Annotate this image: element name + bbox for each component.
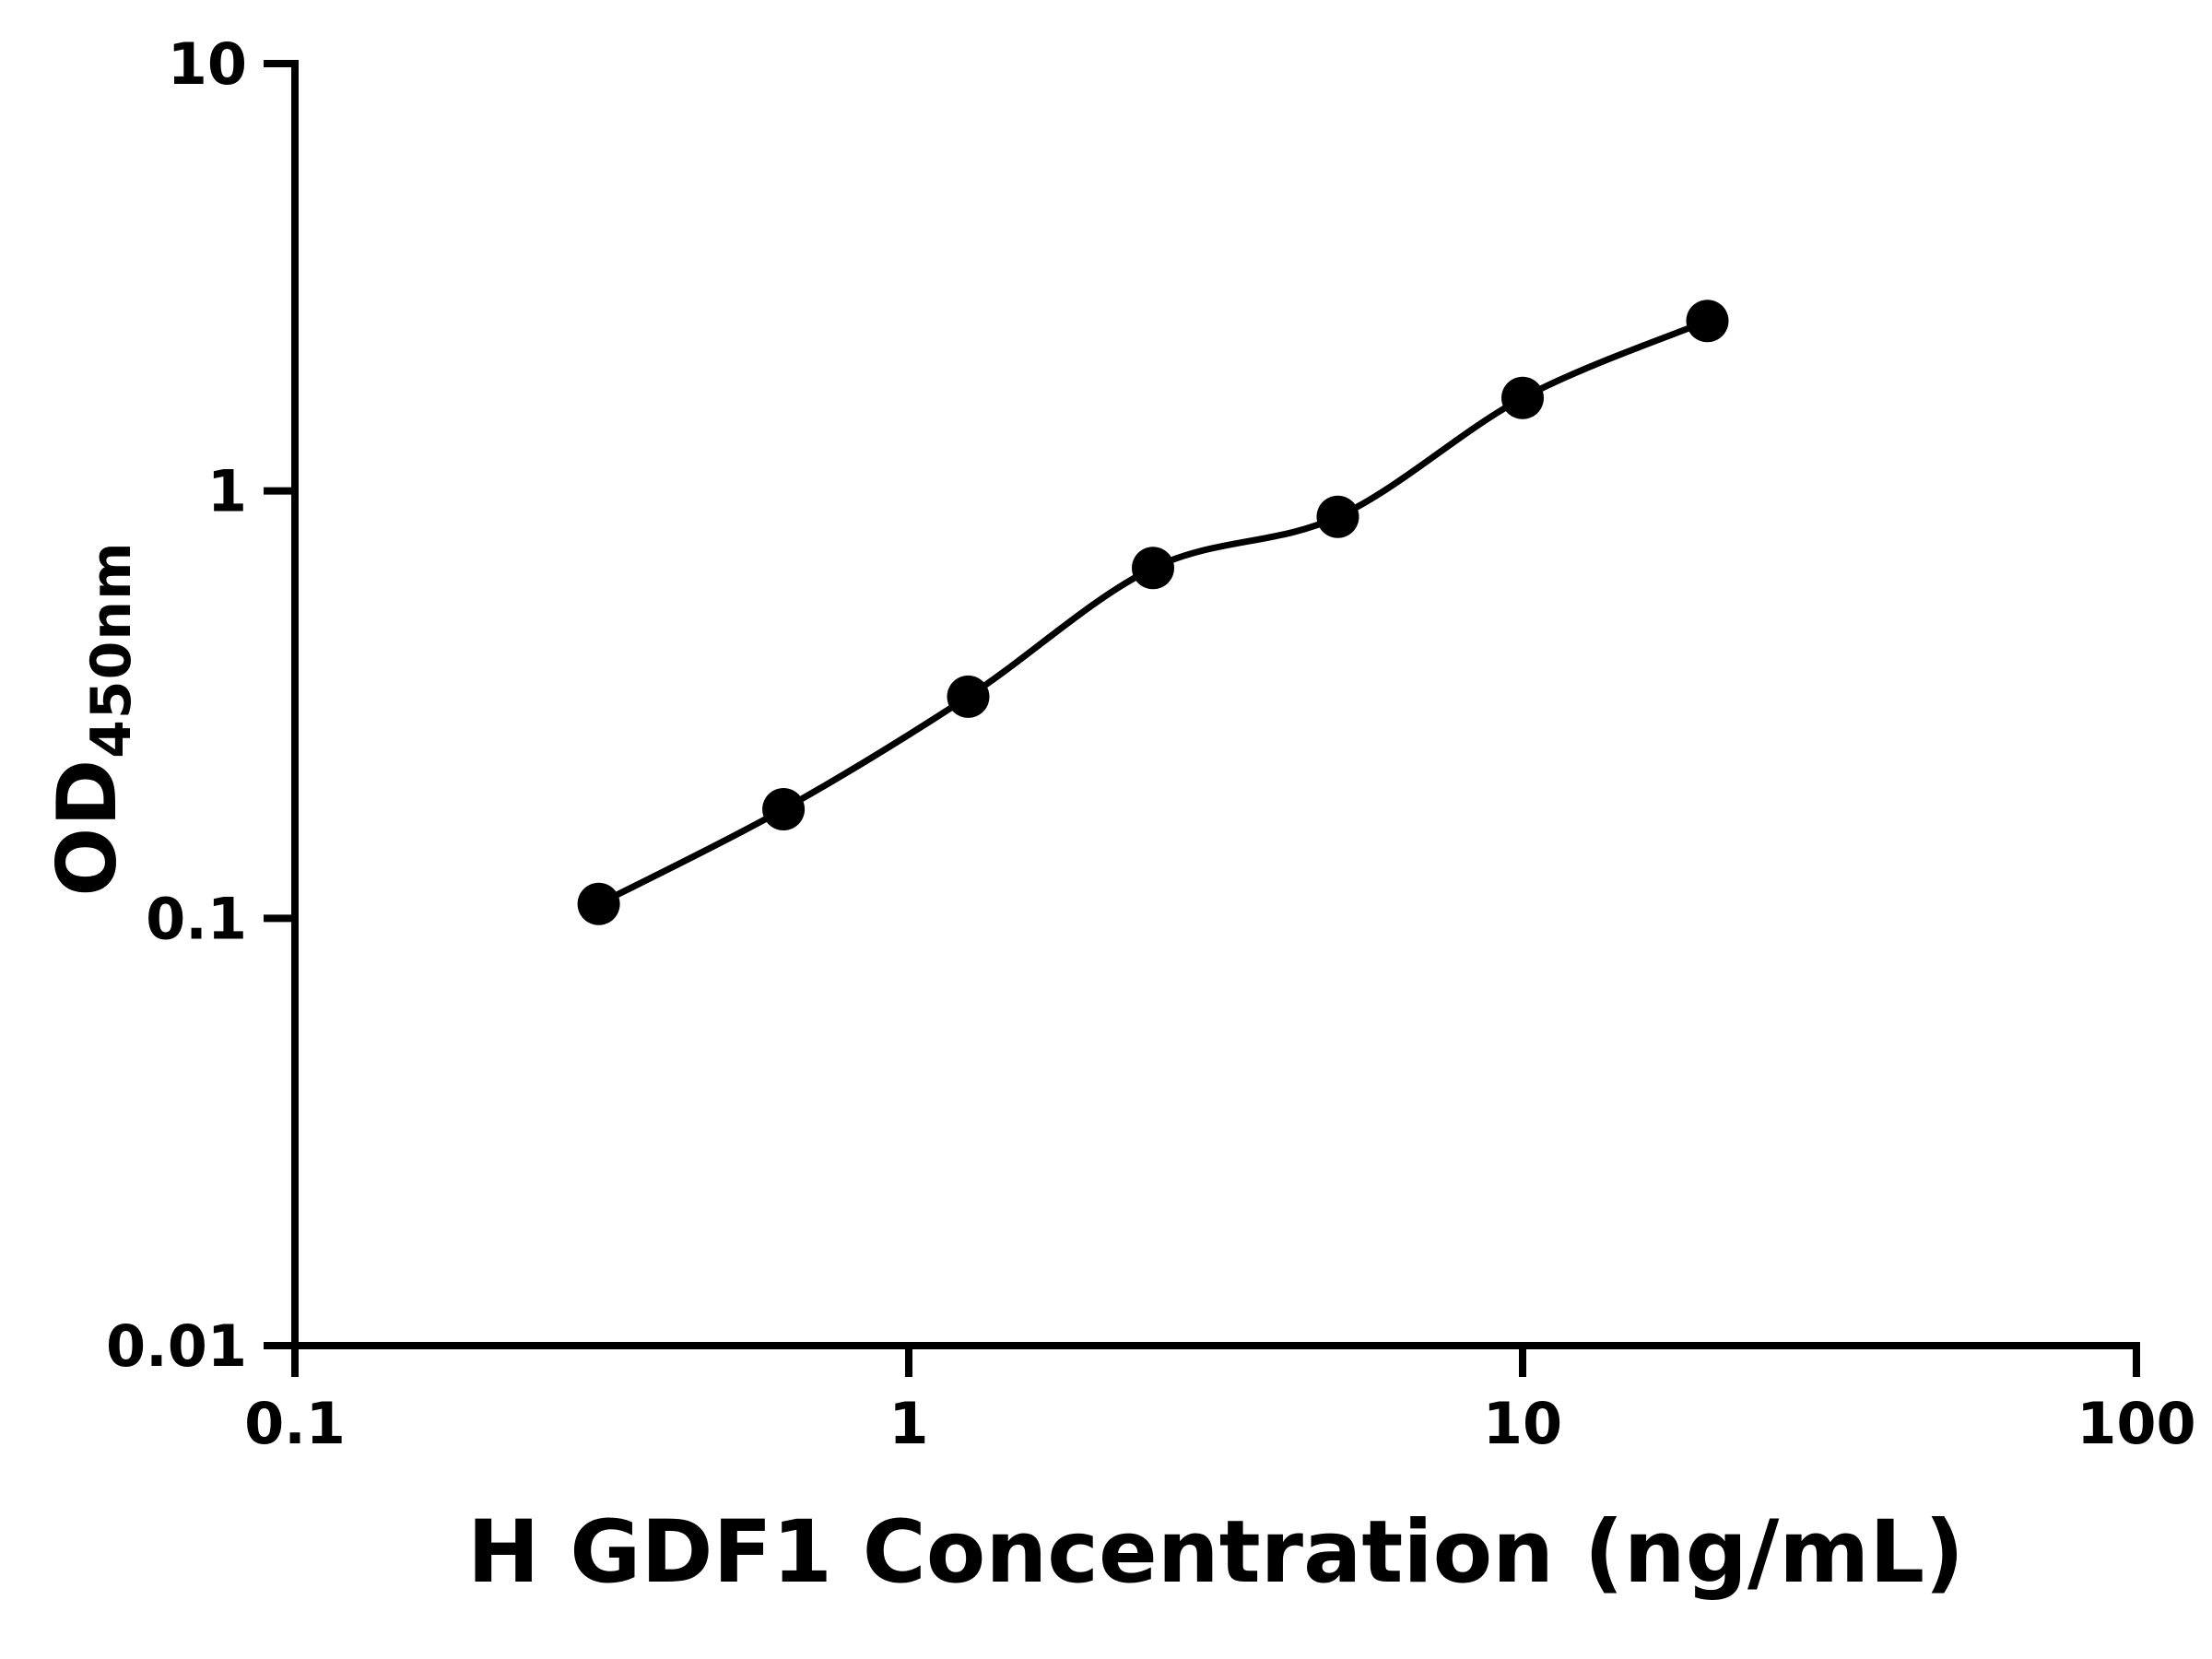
x-axis-title: H GDF1 Concentration (ng/mL) [466,1502,1965,1603]
data-point [1501,376,1544,419]
y-axis-title: OD450nm [40,541,144,896]
data-point [1686,300,1729,343]
data-point [1316,495,1359,538]
x-tick-label: 0.1 [244,1390,346,1457]
y-tick-label: 1 [207,458,247,525]
x-tick-label: 100 [2077,1390,2195,1457]
data-point [947,675,990,718]
x-tick-label: 10 [1483,1390,1562,1457]
data-point [577,882,620,925]
data-point [1132,547,1174,590]
y-tick-label: 10 [168,30,247,98]
data-point [762,788,806,830]
y-axis-title-main: OD [40,758,135,897]
y-tick-label: 0.01 [106,1312,247,1380]
y-axis-title-subscript: 450nm [79,541,144,759]
y-tick-label: 0.1 [146,885,247,952]
x-tick-label: 1 [888,1390,928,1457]
